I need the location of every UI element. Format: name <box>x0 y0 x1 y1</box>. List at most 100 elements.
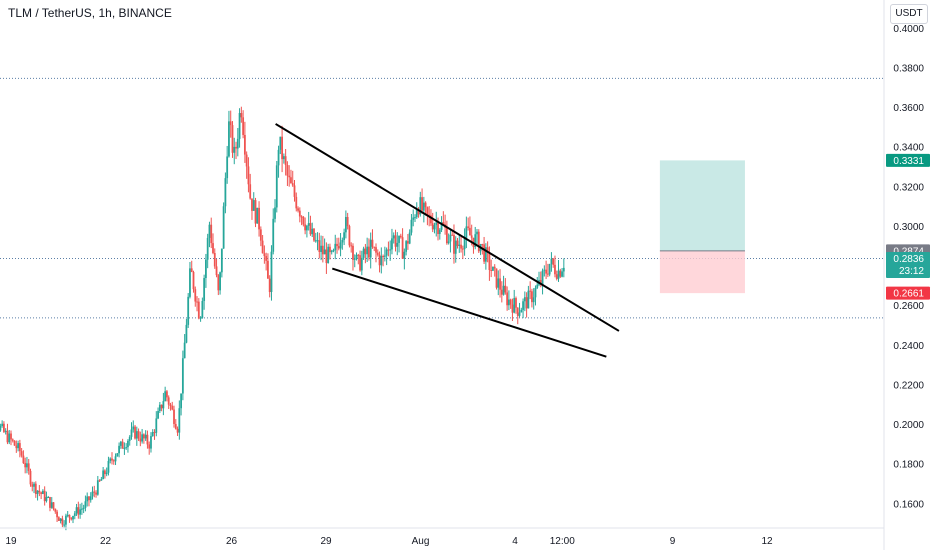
trendline <box>275 123 620 332</box>
candle-body <box>187 296 190 325</box>
candle-body <box>114 456 117 462</box>
candle-body <box>238 113 241 139</box>
candle-body <box>31 484 34 487</box>
candle-body <box>189 268 191 297</box>
candle-body <box>488 252 491 270</box>
candle-body <box>513 298 516 313</box>
candle-body <box>382 255 384 257</box>
candle-body <box>247 166 250 185</box>
candle-body <box>135 431 138 439</box>
candle-body <box>181 358 184 394</box>
candle-body <box>111 458 113 461</box>
candle-body <box>504 285 507 293</box>
candle-body <box>27 463 30 471</box>
y-tick-label: 0.3000 <box>893 222 924 233</box>
candle-body <box>529 290 532 292</box>
candle-body <box>348 226 351 246</box>
candle-body <box>428 214 431 216</box>
candle-body <box>139 438 142 442</box>
candle-body <box>100 479 103 481</box>
candle-body <box>525 297 528 309</box>
candle-body <box>236 138 239 149</box>
candle-body <box>134 426 136 439</box>
candle-body <box>355 254 358 259</box>
candle-body <box>4 430 7 432</box>
candle-body <box>36 490 39 495</box>
candle-body <box>231 125 234 153</box>
candle-body <box>118 445 120 454</box>
candle-body <box>215 266 218 276</box>
candle-body <box>274 207 276 219</box>
candle-body <box>523 297 526 302</box>
candle-body <box>77 507 80 515</box>
candle-body <box>417 209 420 215</box>
candle-body <box>435 222 438 226</box>
candle-body <box>546 273 549 275</box>
candle-body <box>360 257 363 271</box>
candle-body <box>84 501 87 508</box>
candle-body <box>86 496 89 502</box>
candle-body <box>180 393 182 409</box>
candle-body <box>465 226 468 238</box>
candle-body <box>256 207 259 224</box>
candle-body <box>282 156 285 160</box>
candle-body <box>229 121 232 126</box>
candle-body <box>357 254 360 256</box>
x-tick-label: 12 <box>761 536 773 547</box>
candle-body <box>3 423 5 432</box>
candle-body <box>112 460 115 462</box>
candle-body <box>385 249 388 256</box>
currency-button[interactable]: USDT <box>890 4 928 24</box>
candle-body <box>155 418 158 433</box>
candle-body <box>185 324 188 343</box>
candle-body <box>421 197 423 211</box>
candle-body <box>447 241 450 244</box>
candle-body <box>554 264 556 275</box>
candle-body <box>555 274 558 279</box>
candle-body <box>166 391 168 398</box>
price-tag-label: 0.2836 <box>893 254 924 265</box>
candle-body <box>433 225 436 230</box>
x-tick-label: 26 <box>226 536 238 547</box>
candle-body <box>451 234 454 236</box>
candle-body <box>506 292 509 306</box>
candle-body <box>545 269 548 274</box>
candle-body <box>157 411 159 419</box>
candle-body <box>309 223 312 235</box>
candle-body <box>329 246 331 253</box>
candle-body <box>10 433 12 440</box>
candle-body <box>307 223 310 226</box>
candle-body <box>205 259 207 279</box>
candle-body <box>281 136 283 160</box>
candle-body <box>267 260 269 279</box>
candle-body <box>164 391 167 402</box>
candle-body <box>460 244 462 249</box>
candle-body <box>424 202 427 208</box>
candle-body <box>383 255 386 257</box>
candle-body <box>559 270 562 277</box>
candle-body <box>160 404 163 409</box>
candles <box>0 106 565 531</box>
candle-body <box>481 244 484 246</box>
candle-body <box>387 249 390 251</box>
candle-body <box>461 248 464 250</box>
candle-body <box>295 196 298 209</box>
candle-body <box>213 252 216 267</box>
candle-body <box>412 217 415 220</box>
candle-body <box>56 511 58 518</box>
candle-body <box>40 492 43 494</box>
candle-body <box>293 185 296 197</box>
candle-body <box>47 497 50 499</box>
candle-body <box>552 258 555 265</box>
candle-body <box>442 222 445 225</box>
candle-body <box>327 246 330 264</box>
candle-body <box>536 284 539 288</box>
candle-body <box>20 451 23 456</box>
candle-body <box>279 136 282 150</box>
candle-body <box>325 249 328 264</box>
candle-body <box>148 444 151 449</box>
candle-body <box>399 235 402 238</box>
